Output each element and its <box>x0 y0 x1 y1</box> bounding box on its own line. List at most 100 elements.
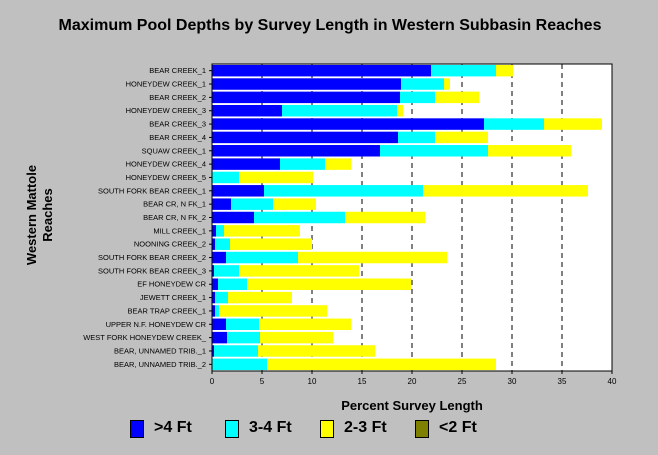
bar-12-series-1 <box>212 211 254 224</box>
bar-2-series-2 <box>401 78 444 90</box>
bar-9-series-3 <box>239 171 313 184</box>
x-tick-label: 40 <box>608 377 617 386</box>
x-tick-label: 25 <box>458 377 467 386</box>
category-label: MILL CREEK_1 <box>153 226 206 235</box>
category-label: BEAR CREEK_3 <box>149 120 206 129</box>
category-label: HONEYDEW CREEK_3 <box>126 106 206 115</box>
bar-10-series-2 <box>264 185 423 197</box>
legend-label: 3-4 Ft <box>249 419 292 436</box>
bar-11-series-3 <box>273 198 316 210</box>
bar-12-series-3 <box>345 211 425 224</box>
category-label: EF HONEYDEW CR <box>137 280 206 289</box>
bar-3-series-1 <box>212 91 400 104</box>
x-tick-label: 20 <box>408 377 417 386</box>
bar-6-series-2 <box>398 131 435 144</box>
bar-6-series-1 <box>212 131 398 144</box>
category-label: SOUTH FORK BEAR CREEK_1 <box>98 186 206 195</box>
legend-label: >4 Ft <box>154 419 192 436</box>
bar-17-series-3 <box>247 278 411 290</box>
bar-16-series-2 <box>214 265 239 277</box>
bar-2-series-1 <box>212 78 401 90</box>
bar-1-series-3 <box>496 64 513 77</box>
bar-11-series-2 <box>231 198 273 210</box>
category-label: UPPER N.F. HONEYDEW CR <box>106 320 207 329</box>
category-label: SOUTH FORK BEAR CREEK_2 <box>98 253 206 262</box>
bar-5-series-1 <box>212 118 484 130</box>
bar-23-series-2 <box>212 358 267 371</box>
legend-label: <2 Ft <box>439 419 477 436</box>
x-tick-label: 30 <box>508 377 517 386</box>
bar-10-series-1 <box>212 185 264 197</box>
bar-23-series-3 <box>267 358 496 371</box>
category-label: HONEYDEW CREEK_1 <box>126 80 206 89</box>
bar-8-series-2 <box>280 158 325 170</box>
category-label: BEAR CR, N FK_2 <box>143 213 206 222</box>
bar-14-series-1 <box>212 238 215 250</box>
bar-17-series-2 <box>218 278 247 290</box>
legend-swatch <box>130 420 144 438</box>
category-label: SOUTH FORK BEAR CREEK_3 <box>98 266 206 275</box>
bar-7-series-3 <box>488 145 571 157</box>
bar-20-series-2 <box>226 318 259 331</box>
bar-5-series-3 <box>544 118 602 130</box>
bar-10-series-3 <box>423 185 588 197</box>
bar-21-series-1 <box>212 331 227 344</box>
category-label: WEST FORK HONEYDEW CREEK_ <box>83 333 207 342</box>
category-label: BEAR CREEK_4 <box>149 133 206 142</box>
bar-22-series-1 <box>212 345 214 357</box>
bar-3-series-3 <box>435 91 479 104</box>
bar-1-series-1 <box>212 64 431 77</box>
chart-title: Maximum Pool Depths by Survey Length in … <box>58 17 602 34</box>
bar-7-series-1 <box>212 145 380 157</box>
bar-2-series-3 <box>444 78 450 90</box>
bar-18-series-2 <box>215 291 228 304</box>
bar-13-series-1 <box>212 225 216 237</box>
bar-15-series-2 <box>226 251 298 264</box>
x-axis-label: Percent Survey Length <box>341 398 483 413</box>
bar-21-series-3 <box>260 331 333 344</box>
bar-4-series-1 <box>212 104 282 117</box>
bar-20-series-1 <box>212 318 226 331</box>
bar-14-series-3 <box>230 238 312 250</box>
bar-20-series-3 <box>259 318 351 331</box>
category-label: SQUAW CREEK_1 <box>142 146 206 155</box>
bar-8-series-3 <box>325 158 351 170</box>
bar-13-series-3 <box>224 225 300 237</box>
bar-22-series-2 <box>214 345 258 357</box>
bar-22-series-3 <box>258 345 375 357</box>
bar-18-series-3 <box>228 291 292 304</box>
bar-4-series-2 <box>282 104 397 117</box>
category-label: BEAR, UNNAMED TRIB._1 <box>114 346 206 355</box>
bar-14-series-2 <box>215 238 230 250</box>
bar-4-series-3 <box>397 104 403 117</box>
bar-11-series-1 <box>212 198 231 210</box>
bar-18-series-1 <box>212 291 215 304</box>
bar-8-series-1 <box>212 158 280 170</box>
bar-19-series-3 <box>219 305 327 317</box>
x-tick-label: 35 <box>558 377 567 386</box>
bar-17-series-1 <box>212 278 218 290</box>
bar-15-series-3 <box>298 251 447 264</box>
x-tick-label: 0 <box>210 377 215 386</box>
category-label: HONEYDEW CREEK_4 <box>126 160 206 169</box>
bar-15-series-1 <box>212 251 226 264</box>
bar-7-series-2 <box>380 145 488 157</box>
category-label: HONEYDEW CREEK_5 <box>126 173 206 182</box>
bar-9-series-2 <box>212 171 239 184</box>
legend-label: 2-3 Ft <box>344 419 387 436</box>
bar-21-series-2 <box>227 331 260 344</box>
x-tick-label: 10 <box>308 377 317 386</box>
bar-16-series-1 <box>212 265 214 277</box>
category-label: NOONING CREEK_2 <box>134 240 206 249</box>
bar-1-series-2 <box>431 64 496 77</box>
category-label: BEAR TRAP CREEK_1 <box>127 306 206 315</box>
legend-swatch <box>415 420 429 438</box>
category-label: BEAR, UNNAMED TRIB._2 <box>114 360 206 369</box>
x-tick-label: 15 <box>358 377 367 386</box>
bar-5-series-2 <box>484 118 544 130</box>
category-label: BEAR CREEK_1 <box>149 66 206 75</box>
category-label: JEWETT CREEK_1 <box>140 293 206 302</box>
legend: >4 Ft 3-4 Ft 2-3 Ft <2 Ft <box>130 416 550 444</box>
bar-6-series-3 <box>435 131 488 144</box>
category-label: BEAR CR, N FK_1 <box>143 200 206 209</box>
